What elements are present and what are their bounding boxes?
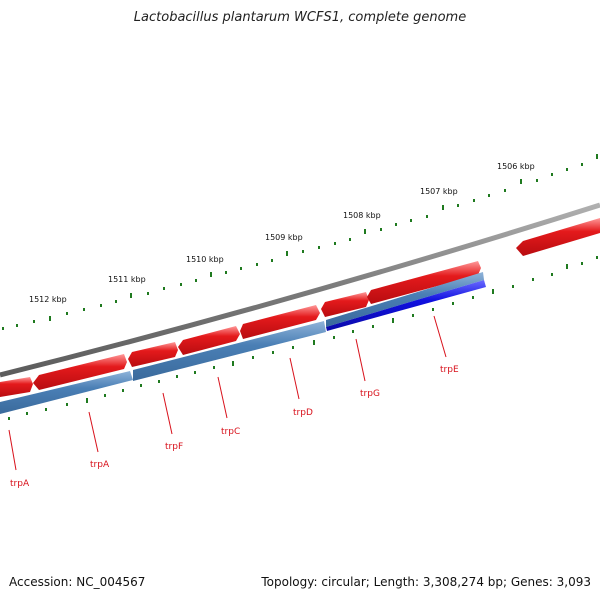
gene-callouts bbox=[8, 315, 447, 471]
scale-label: 1507 kbp bbox=[420, 187, 458, 196]
cds-bar-selected[interactable] bbox=[326, 280, 486, 331]
gene-label[interactable]: trpA bbox=[10, 479, 30, 489]
gene-arrow[interactable] bbox=[33, 354, 127, 390]
scale-label: 1506 kbp bbox=[497, 162, 535, 171]
gene-arrow[interactable] bbox=[367, 261, 481, 304]
gene-label[interactable]: trpA bbox=[90, 460, 110, 470]
gene-label[interactable]: trpF bbox=[165, 442, 183, 452]
cds-bar[interactable] bbox=[133, 321, 326, 381]
gene-arrow[interactable] bbox=[0, 377, 33, 397]
gene-arrow[interactable] bbox=[240, 305, 320, 339]
gene-arrow[interactable] bbox=[321, 292, 369, 317]
gene-label[interactable]: trpC bbox=[221, 427, 240, 437]
cds-bar[interactable] bbox=[0, 371, 133, 414]
accession-text: Accession: NC_004567 bbox=[9, 575, 146, 589]
map-title: Lactobacillus plantarum WCFS1, complete … bbox=[133, 10, 467, 25]
forward-gene-track bbox=[0, 218, 600, 397]
genome-summary-text: Topology: circular; Length: 3,308,274 bp… bbox=[261, 575, 591, 589]
scale-label: 1510 kbp bbox=[186, 255, 224, 264]
gene-label[interactable]: trpD bbox=[293, 408, 313, 418]
cds-bar-selected[interactable] bbox=[326, 272, 484, 327]
scale-label: 1508 kbp bbox=[343, 211, 381, 220]
cds-track bbox=[0, 272, 486, 414]
gene-arrow[interactable] bbox=[128, 342, 178, 367]
gene-arrow[interactable] bbox=[516, 218, 600, 256]
gene-label[interactable]: trpG bbox=[360, 389, 380, 399]
scale-track-inner bbox=[8, 256, 598, 420]
genome-backbone bbox=[0, 202, 600, 378]
scale-track-outer bbox=[2, 154, 598, 330]
gene-label[interactable]: trpE bbox=[440, 365, 459, 375]
gene-arrow[interactable] bbox=[178, 326, 240, 355]
scale-label: 1509 kbp bbox=[265, 233, 303, 242]
scale-label: 1512 kbp bbox=[29, 295, 67, 304]
scale-label: 1511 kbp bbox=[108, 275, 146, 284]
